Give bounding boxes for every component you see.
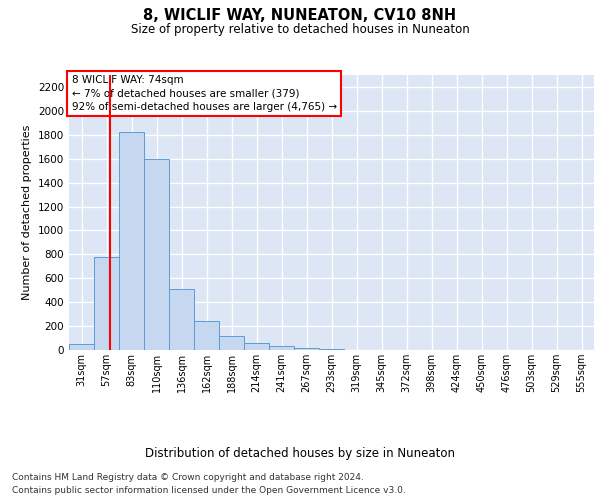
Bar	[194, 322, 219, 350]
Bar	[119, 132, 144, 350]
Bar	[94, 256, 119, 350]
Bar	[244, 344, 269, 350]
Bar	[69, 344, 94, 350]
Y-axis label: Number of detached properties: Number of detached properties	[22, 125, 32, 300]
Bar	[319, 349, 344, 350]
Text: 8, WICLIF WAY, NUNEATON, CV10 8NH: 8, WICLIF WAY, NUNEATON, CV10 8NH	[143, 8, 457, 22]
Bar	[144, 158, 169, 350]
Bar	[294, 348, 319, 350]
Text: Contains public sector information licensed under the Open Government Licence v3: Contains public sector information licen…	[12, 486, 406, 495]
Text: Distribution of detached houses by size in Nuneaton: Distribution of detached houses by size …	[145, 448, 455, 460]
Bar	[269, 346, 294, 350]
Text: Contains HM Land Registry data © Crown copyright and database right 2024.: Contains HM Land Registry data © Crown c…	[12, 472, 364, 482]
Bar	[169, 289, 194, 350]
Text: 8 WICLIF WAY: 74sqm
← 7% of detached houses are smaller (379)
92% of semi-detach: 8 WICLIF WAY: 74sqm ← 7% of detached hou…	[71, 76, 337, 112]
Bar	[219, 336, 244, 350]
Text: Size of property relative to detached houses in Nuneaton: Size of property relative to detached ho…	[131, 22, 469, 36]
